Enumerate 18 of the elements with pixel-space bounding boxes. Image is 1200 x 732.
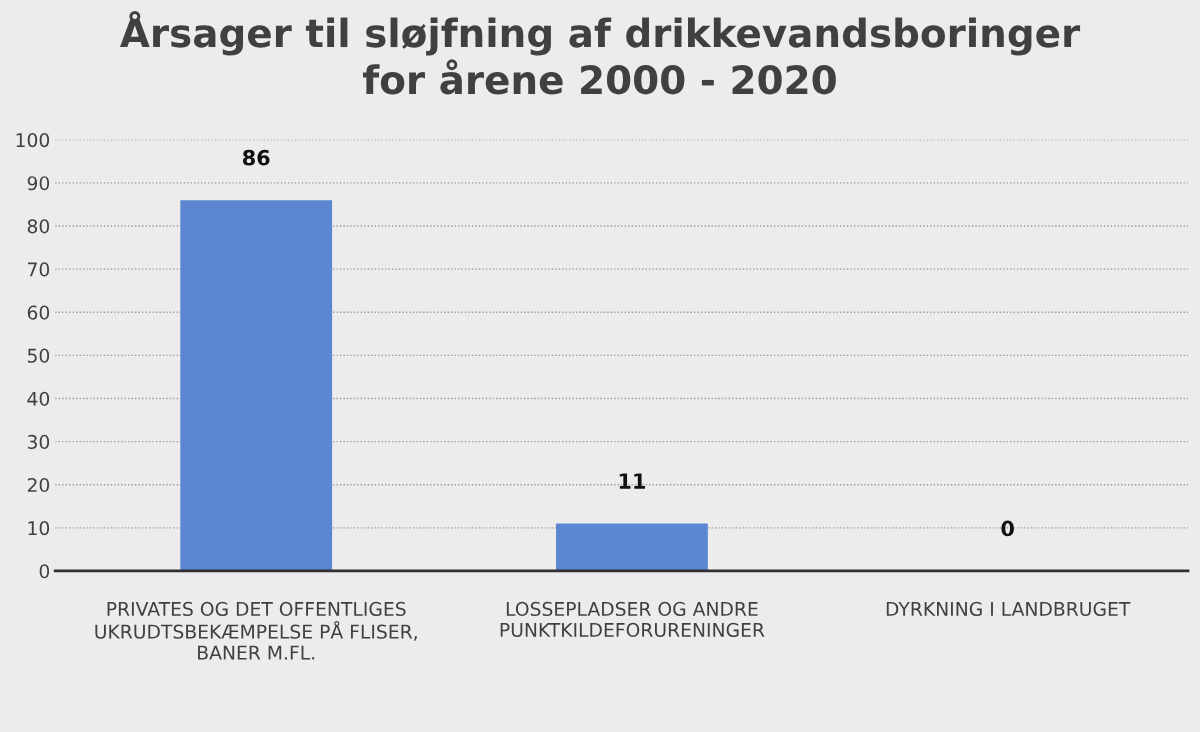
y-tick-label: 70: [28, 262, 50, 277]
y-tick-label: 100: [16, 133, 50, 148]
x-tick-label: LOSSEPLADSER OG ANDRE PUNKTKILDEFORURENINGER: [500, 601, 765, 638]
y-tick-label: 30: [27, 434, 50, 450]
data-label: 11: [619, 473, 645, 489]
y-tick-label: 0: [39, 564, 50, 579]
y-tick-label: 60: [27, 305, 50, 320]
data-label: 0: [1001, 520, 1014, 537]
y-tick-label: 50: [27, 348, 50, 363]
x-tick-label: PRIVATES OG DET OFFENTLIGES UKRUDTSBEKÆMPELSE PÅ FLISER, BANER M.FL.: [95, 601, 417, 660]
chart-title: Årsager til sløjfning af drikkevandsboringer for årene 2000 - 2020: [119, 10, 1081, 95]
y-tick-label: 10: [28, 521, 50, 536]
y-tick-label: 40: [27, 391, 50, 406]
y-tick-label: 20: [27, 477, 50, 493]
data-label: 86: [242, 149, 270, 166]
x-tick-label: DYRKNING I LANDBRUGET: [886, 601, 1131, 617]
y-tick-label: 90: [27, 176, 50, 191]
y-tick-label: 80: [27, 219, 50, 234]
